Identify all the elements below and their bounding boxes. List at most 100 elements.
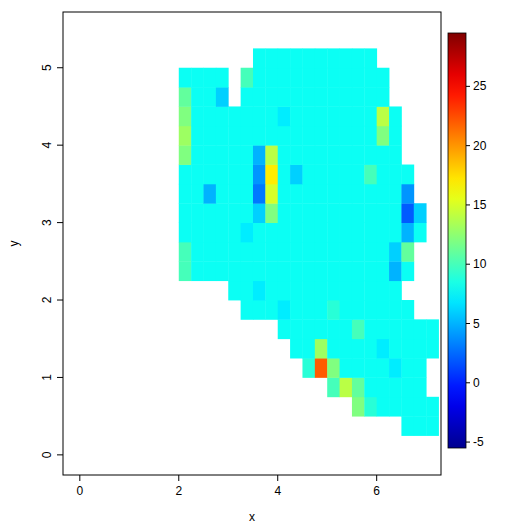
cell xyxy=(241,145,254,165)
cell xyxy=(302,68,315,88)
cell xyxy=(352,261,365,281)
cell xyxy=(315,281,328,301)
x-axis-title: x xyxy=(249,510,255,524)
cell xyxy=(377,68,390,88)
cell xyxy=(364,106,377,126)
cell xyxy=(327,377,340,397)
cell xyxy=(216,223,229,243)
cell xyxy=(204,126,217,146)
cell xyxy=(414,223,427,243)
cell xyxy=(265,126,278,146)
cell xyxy=(302,184,315,204)
cell xyxy=(253,165,266,185)
cell xyxy=(352,203,365,223)
cell xyxy=(241,68,254,88)
cell xyxy=(290,319,303,339)
cell xyxy=(290,145,303,165)
cell xyxy=(228,165,241,185)
y-tick xyxy=(57,67,63,68)
cell xyxy=(340,223,353,243)
cell xyxy=(253,242,266,262)
cell xyxy=(278,165,291,185)
colorbar-tick-label: 15 xyxy=(473,198,487,212)
cell xyxy=(377,281,390,301)
cell xyxy=(352,300,365,320)
cell xyxy=(315,184,328,204)
y-tick xyxy=(57,145,63,146)
cell xyxy=(278,319,291,339)
cell xyxy=(401,319,414,339)
cell xyxy=(389,184,402,204)
x-tick-label: 0 xyxy=(76,484,83,498)
cell xyxy=(191,145,204,165)
cell xyxy=(315,223,328,243)
cell xyxy=(228,145,241,165)
cell xyxy=(228,203,241,223)
cell xyxy=(315,48,328,68)
cell xyxy=(265,145,278,165)
cell xyxy=(315,261,328,281)
cell xyxy=(302,126,315,146)
cell xyxy=(191,165,204,185)
cell xyxy=(290,223,303,243)
cell xyxy=(327,242,340,262)
cell xyxy=(401,397,414,417)
cell xyxy=(364,300,377,320)
colorbar-tick-label: -5 xyxy=(473,435,484,449)
cell xyxy=(179,242,192,262)
cell xyxy=(216,106,229,126)
cell xyxy=(315,319,328,339)
cell xyxy=(253,145,266,165)
cell xyxy=(377,126,390,146)
cell xyxy=(302,261,315,281)
cell xyxy=(340,203,353,223)
cell xyxy=(290,106,303,126)
cell xyxy=(414,358,427,378)
cell xyxy=(278,126,291,146)
cell xyxy=(352,358,365,378)
cell xyxy=(216,165,229,185)
cell xyxy=(302,339,315,359)
cell xyxy=(265,242,278,262)
cell xyxy=(179,87,192,107)
cell xyxy=(352,319,365,339)
cell xyxy=(191,126,204,146)
y-tick-label: 2 xyxy=(40,296,54,303)
x-tick-label: 6 xyxy=(373,484,380,498)
cell xyxy=(389,203,402,223)
cell xyxy=(352,339,365,359)
cell xyxy=(241,203,254,223)
cell xyxy=(352,48,365,68)
cell xyxy=(216,145,229,165)
cell xyxy=(327,223,340,243)
cell xyxy=(290,242,303,262)
cell xyxy=(364,339,377,359)
cell xyxy=(216,68,229,88)
cell xyxy=(352,281,365,301)
cell xyxy=(228,242,241,262)
colorbar-tick xyxy=(466,204,470,205)
y-tick-label: 1 xyxy=(40,374,54,381)
cell xyxy=(340,126,353,146)
cell xyxy=(364,87,377,107)
cell xyxy=(290,87,303,107)
colorbar-tick-label: 20 xyxy=(473,139,487,153)
cell xyxy=(302,145,315,165)
cell xyxy=(290,339,303,359)
cell xyxy=(364,184,377,204)
cell xyxy=(228,126,241,146)
cell xyxy=(204,87,217,107)
cell xyxy=(327,68,340,88)
cell xyxy=(241,87,254,107)
cell xyxy=(327,145,340,165)
cell xyxy=(352,68,365,88)
cell xyxy=(377,339,390,359)
cell xyxy=(401,261,414,281)
cell xyxy=(377,377,390,397)
cell xyxy=(253,223,266,243)
y-axis-title: y xyxy=(7,241,21,247)
cell xyxy=(216,87,229,107)
cell xyxy=(340,300,353,320)
cell xyxy=(278,261,291,281)
cell xyxy=(302,319,315,339)
